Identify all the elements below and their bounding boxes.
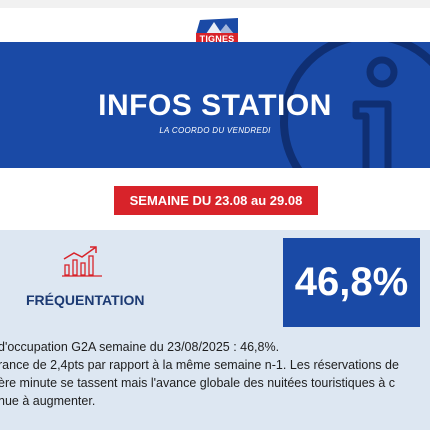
frequentation-label: FRÉQUENTATION [26, 292, 145, 308]
page-title: INFOS STATION [98, 89, 332, 122]
week-badge: SEMAINE DU 23.08 au 29.08 [114, 186, 318, 215]
body-line: rance de 2,4pts par rapport à la même se… [0, 358, 399, 372]
mountain-logo-icon [196, 18, 238, 34]
info-icon [280, 42, 430, 168]
body-line: ère minute se tassent mais l'avance glob… [0, 376, 396, 390]
chart-growth-icon [62, 246, 102, 277]
body-paragraph: d'occupation G2A semaine du 23/08/2025 :… [0, 338, 430, 410]
top-strip [0, 0, 430, 8]
occupancy-value: 46,8% [283, 238, 420, 327]
header-banner: INFOS STATION LA COORDO DU VENDREDI [0, 42, 430, 168]
body-line: nue à augmenter. [0, 394, 96, 408]
page-subtitle: LA COORDO DU VENDREDI [159, 126, 271, 135]
body-line: d'occupation G2A semaine du 23/08/2025 :… [0, 340, 280, 354]
logo-area: TIGNES [0, 8, 430, 46]
